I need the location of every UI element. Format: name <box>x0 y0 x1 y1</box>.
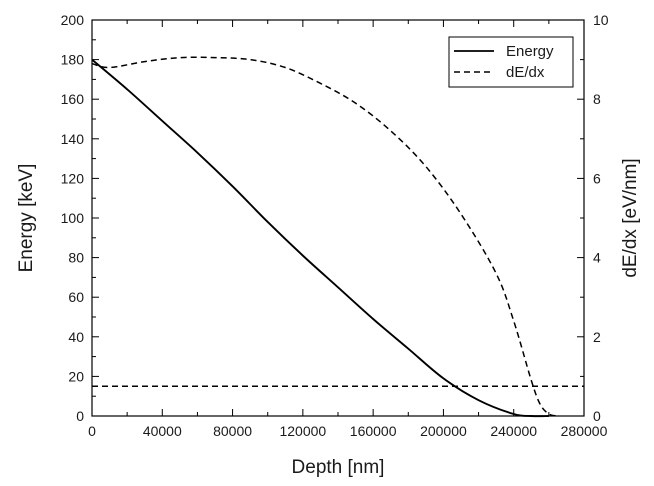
y2-tick-label: 8 <box>593 91 601 107</box>
series-line-de-dx <box>91 56 558 417</box>
x-tick-label: 280000 <box>561 423 608 439</box>
legend-label-dedx: dE/dx <box>506 64 545 81</box>
x-tick-label: 0 <box>88 423 96 439</box>
y-tick-label: 40 <box>68 329 84 345</box>
y2-tick-label: 0 <box>593 408 601 424</box>
y2-tick-label: 4 <box>593 250 601 266</box>
x-tick-label: 120000 <box>279 423 326 439</box>
y2-axis-title: dE/dx [eV/nm] <box>620 158 641 277</box>
y-tick-label: 60 <box>68 289 84 305</box>
x-tick-label: 160000 <box>350 423 397 439</box>
legend-box <box>448 36 574 88</box>
y-tick-label: 200 <box>61 12 85 28</box>
ticks-layer: 0 40000 80000 120000 160000 200000 240000 28000… <box>61 12 609 439</box>
y-tick-label: 100 <box>61 210 85 226</box>
x-axis-title: Depth [nm] <box>292 457 385 478</box>
y-tick-label: 20 <box>68 368 84 384</box>
y-tick-label: 120 <box>61 170 85 186</box>
y-tick-label: 140 <box>61 131 85 147</box>
legend: Energy dE/dx <box>448 36 574 88</box>
y-axis-title: Energy [keV] <box>16 164 37 273</box>
y2-tick-label: 6 <box>593 170 601 186</box>
y-tick-label: 0 <box>76 408 84 424</box>
legend-label-energy: Energy <box>506 43 554 60</box>
series-layer <box>91 56 584 418</box>
x-tick-label: 40000 <box>143 423 182 439</box>
y2-tick-label: 10 <box>593 12 609 28</box>
x-tick-label: 200000 <box>420 423 467 439</box>
y2-tick-label: 2 <box>593 329 601 345</box>
x-tick-label: 80000 <box>213 423 252 439</box>
series-line-energy <box>91 58 549 418</box>
y-tick-label: 180 <box>61 52 85 68</box>
y-tick-label: 80 <box>68 250 84 266</box>
x-tick-label: 240000 <box>490 423 537 439</box>
y-tick-label: 160 <box>61 91 85 107</box>
